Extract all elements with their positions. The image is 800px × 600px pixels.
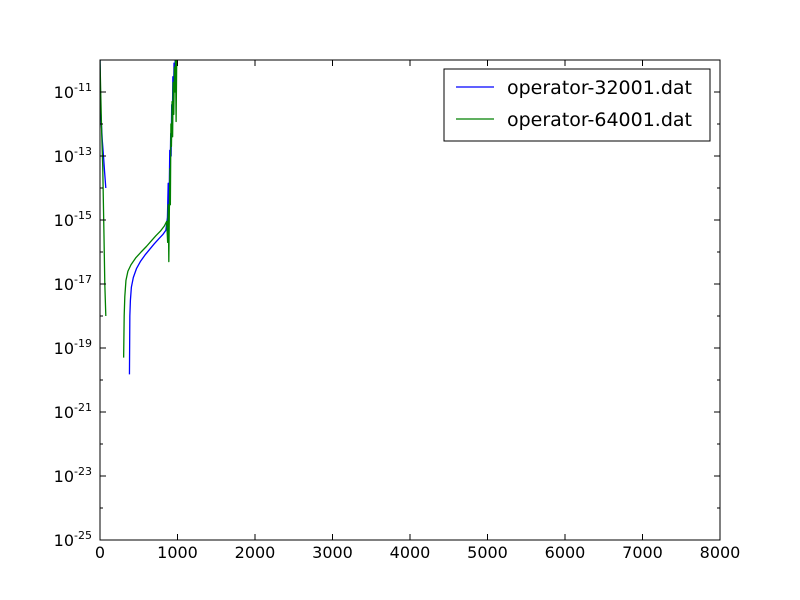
y-tick-exponent: -15 [74, 209, 92, 222]
y-tick-base: 10 [54, 275, 74, 294]
y-tick-exponent: -17 [74, 273, 92, 286]
x-axis: 0 1000 2000 3000 4000 5000 6000 7000 8000 [95, 60, 740, 562]
y-tick-exponent: -13 [74, 145, 92, 158]
y-tick-exponent: -25 [74, 529, 92, 542]
y-tick-exponent: -11 [74, 81, 92, 94]
x-tick-label: 8000 [700, 543, 741, 562]
y-tick-label: 10-13 [54, 145, 92, 166]
y-tick-exponent: -19 [74, 337, 92, 350]
x-tick-label: 3000 [312, 543, 353, 562]
x-tick-label: 1000 [157, 543, 198, 562]
series-line-2-segment-2 [122, 60, 178, 358]
y-tick-exponent: -21 [74, 401, 92, 414]
y-tick-label: 10-19 [54, 337, 92, 358]
y-tick-base: 10 [54, 147, 74, 166]
y-tick-label: 10-17 [54, 273, 92, 294]
y-tick-exponent: -23 [74, 465, 92, 478]
y-tick-base: 10 [54, 339, 74, 358]
y-tick-label: 10-11 [54, 81, 92, 102]
x-tick-label: 5000 [467, 543, 508, 562]
y-tick-base: 10 [54, 531, 74, 550]
y-tick-label: 10-25 [54, 529, 92, 550]
y-tick-label: 10-23 [54, 465, 92, 486]
legend-label-1: operator-32001.dat [507, 77, 692, 99]
y-tick-base: 10 [54, 211, 74, 230]
y-tick-label: 10-15 [54, 209, 92, 230]
legend-label-2: operator-64001.dat [507, 109, 692, 131]
y-tick-label: 10-21 [54, 401, 92, 422]
x-tick-label: 6000 [545, 543, 586, 562]
x-tick-label: 2000 [235, 543, 276, 562]
y-tick-base: 10 [54, 403, 74, 422]
legend-box [443, 68, 711, 142]
x-tick-label: 4000 [390, 543, 431, 562]
y-tick-base: 10 [54, 83, 74, 102]
legend: operator-32001.dat operator-64001.dat [443, 68, 711, 142]
y-tick-base: 10 [54, 467, 74, 486]
x-tick-label: 0 [95, 543, 105, 562]
x-tick-label: 7000 [622, 543, 663, 562]
